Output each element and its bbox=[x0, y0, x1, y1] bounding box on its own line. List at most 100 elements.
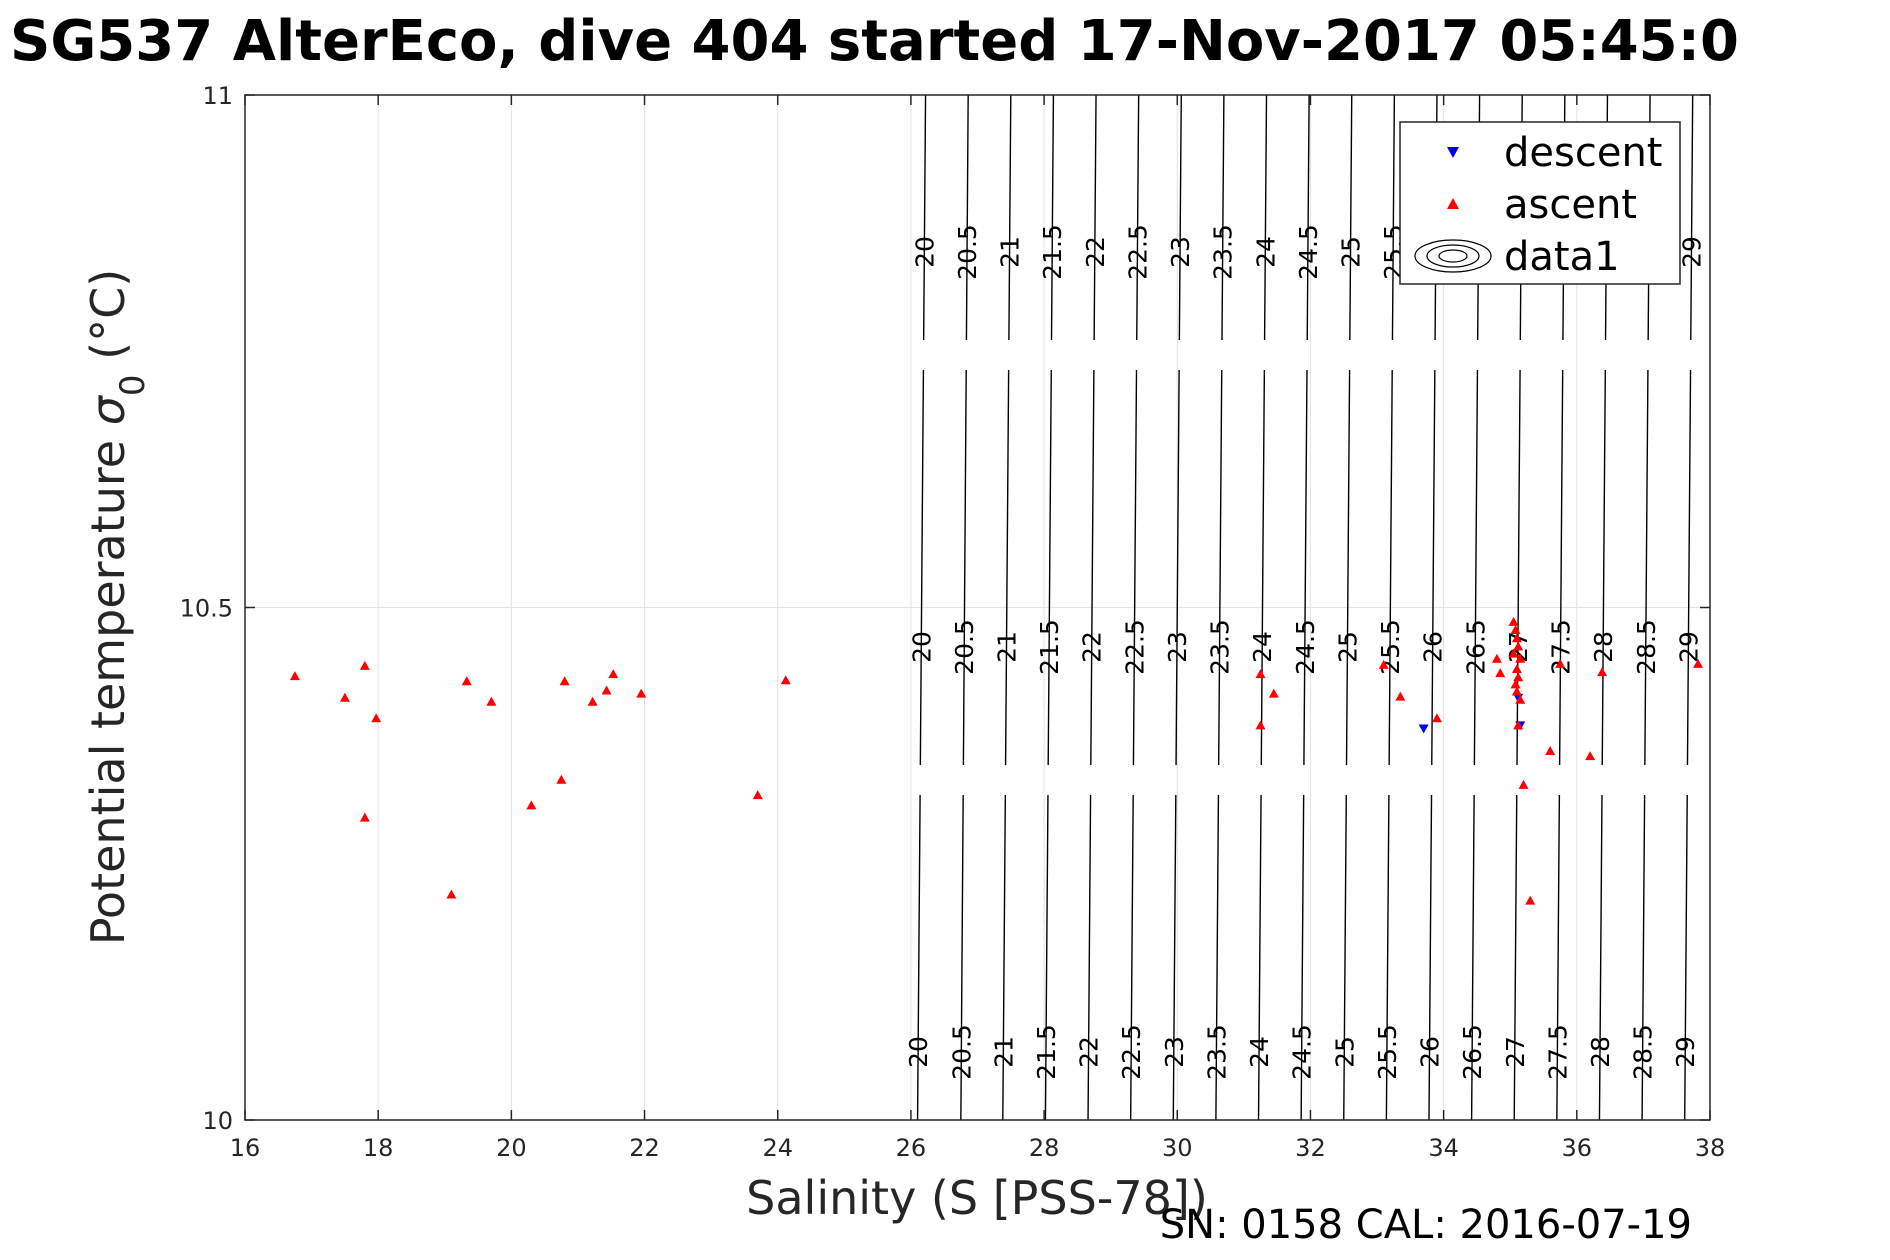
ascent-point-16 bbox=[780, 675, 791, 685]
contour-label-2-2: 21 bbox=[989, 1036, 1018, 1068]
contour-line-1-a bbox=[965, 94, 969, 341]
x-axis-label: Salinity (S [PSS-78]) bbox=[746, 1171, 1208, 1225]
contour-label-5-2: 22.5 bbox=[1117, 1024, 1146, 1080]
legend-contour-ring-1 bbox=[1426, 244, 1480, 268]
serial-calibration-footer: SN: 0158 CAL: 2016-07-19 bbox=[1160, 1202, 1692, 1248]
contour-label-10-2: 25 bbox=[1330, 1036, 1359, 1068]
contour-label-0-2: 20 bbox=[904, 1036, 933, 1068]
ascent-point-0 bbox=[289, 671, 300, 681]
legend-marker-0 bbox=[1447, 147, 1459, 158]
contour-line-8-b bbox=[1260, 369, 1266, 766]
contour-line-16-b bbox=[1601, 369, 1607, 766]
contour-label-10-0: 25 bbox=[1337, 236, 1366, 268]
contour-label-10-1: 25 bbox=[1333, 631, 1362, 663]
x-tick-label-4: 24 bbox=[762, 1134, 793, 1162]
contour-line-4-b bbox=[1090, 369, 1095, 766]
x-tick-label-10: 36 bbox=[1562, 1134, 1593, 1162]
ascent-point-43 bbox=[1693, 658, 1704, 668]
contour-line-12-b bbox=[1431, 369, 1436, 766]
y-axis: 10 10.5 11 bbox=[180, 82, 1710, 1135]
contour-label-7-1: 23.5 bbox=[1206, 619, 1235, 675]
contour-line-9-c bbox=[1300, 794, 1305, 1121]
ascent-point-34 bbox=[1511, 686, 1522, 696]
contour-label-16-1: 28 bbox=[1589, 631, 1618, 663]
ascent-point-5 bbox=[446, 889, 457, 899]
contour-label-8-0: 24 bbox=[1251, 236, 1280, 268]
contour-line-7-b bbox=[1217, 369, 1223, 766]
contour-line-16-c bbox=[1598, 794, 1603, 1121]
ascent-point-6 bbox=[461, 676, 472, 686]
contour-label-6-2: 23 bbox=[1160, 1036, 1189, 1068]
contour-line-7-a bbox=[1221, 94, 1225, 341]
contour-line-5-b bbox=[1132, 369, 1138, 766]
y-axis-label: Potential temperature σ0 (°C) bbox=[81, 269, 153, 945]
contour-label-3-1: 21.5 bbox=[1035, 619, 1064, 675]
data-points bbox=[289, 616, 1704, 905]
contour-line-5-a bbox=[1136, 94, 1140, 341]
ascent-point-17 bbox=[1255, 669, 1266, 679]
contour-line-5-c bbox=[1129, 794, 1134, 1121]
contour-label-15-2: 27.5 bbox=[1543, 1024, 1572, 1080]
contour-line-9-a bbox=[1306, 94, 1310, 341]
ascent-point-13 bbox=[608, 669, 619, 679]
contour-label-3-2: 21.5 bbox=[1032, 1024, 1061, 1080]
contour-line-10-b bbox=[1345, 369, 1351, 766]
ascent-point-40 bbox=[1555, 658, 1566, 668]
contour-label-11-2: 25.5 bbox=[1373, 1024, 1402, 1080]
contour-label-17-1: 28.5 bbox=[1632, 619, 1661, 675]
ascent-point-31 bbox=[1511, 664, 1522, 673]
contour-line-14-c bbox=[1513, 794, 1518, 1121]
contour-line-3-a bbox=[1050, 94, 1055, 341]
contour-label-3-0: 21.5 bbox=[1038, 224, 1067, 280]
y-axis-label-main: Potential temperature bbox=[81, 425, 135, 945]
ascent-point-3 bbox=[371, 713, 382, 723]
contour-label-7-0: 23.5 bbox=[1209, 224, 1238, 280]
y-axis-label-unit: (°C) bbox=[81, 269, 135, 375]
legend: descent ascent data1 bbox=[1399, 121, 1681, 285]
contour-label-1-0: 20.5 bbox=[953, 224, 982, 280]
ascent-point-9 bbox=[556, 774, 567, 784]
contour-label-1-2: 20.5 bbox=[947, 1024, 976, 1080]
contour-line-13-c bbox=[1470, 794, 1475, 1121]
x-tick-label-5: 26 bbox=[896, 1134, 927, 1162]
contour-label-14-2: 27 bbox=[1501, 1036, 1530, 1068]
ascent-point-15 bbox=[752, 790, 763, 800]
x-tick-label-1: 18 bbox=[363, 1134, 394, 1162]
contour-label-18-0: 29 bbox=[1677, 236, 1706, 268]
contour-line-11-a bbox=[1391, 94, 1396, 341]
ascent-point-10 bbox=[559, 676, 570, 686]
ascent-point-27 bbox=[1511, 633, 1522, 643]
contour-label-13-2: 26.5 bbox=[1458, 1024, 1487, 1080]
contour-label-18-1: 29 bbox=[1674, 631, 1703, 663]
ascent-point-32 bbox=[1513, 672, 1524, 682]
contour-line-10-c bbox=[1343, 794, 1347, 1121]
contour-line-8-c bbox=[1257, 794, 1262, 1121]
contour-label-0-0: 20 bbox=[910, 236, 939, 268]
contour-label-9-0: 24.5 bbox=[1294, 224, 1323, 280]
contour-label-5-1: 22.5 bbox=[1120, 619, 1149, 675]
contour-line-6-b bbox=[1175, 369, 1180, 766]
contour-line-4-c bbox=[1087, 794, 1092, 1121]
ascent-point-11 bbox=[587, 696, 598, 706]
contour-label-4-1: 22 bbox=[1078, 631, 1107, 663]
contour-label-4-2: 22 bbox=[1075, 1036, 1104, 1068]
ascent-point-24 bbox=[1495, 668, 1506, 678]
contour-line-6-c bbox=[1172, 794, 1177, 1121]
contour-line-15-b bbox=[1558, 369, 1564, 766]
contour-line-2-c bbox=[1002, 794, 1007, 1121]
contour-label-6-1: 23 bbox=[1163, 631, 1192, 663]
x-tick-label-3: 22 bbox=[629, 1134, 660, 1162]
legend-label-0: descent bbox=[1504, 130, 1662, 176]
contour-line-12-c bbox=[1428, 794, 1433, 1121]
ascent-point-2 bbox=[359, 660, 370, 670]
legend-marker-1 bbox=[1447, 198, 1459, 209]
ascent-point-18 bbox=[1268, 688, 1279, 698]
contour-line-18-a bbox=[1690, 94, 1694, 341]
contour-line-2-a bbox=[1008, 94, 1012, 341]
contour-label-6-0: 23 bbox=[1166, 236, 1195, 268]
legend-label-1: ascent bbox=[1504, 182, 1637, 228]
contour-label-13-1: 26.5 bbox=[1461, 619, 1490, 675]
ascent-point-25 bbox=[1508, 616, 1519, 626]
ascent-point-22 bbox=[1431, 713, 1442, 723]
contour-line-13-b bbox=[1473, 369, 1479, 766]
